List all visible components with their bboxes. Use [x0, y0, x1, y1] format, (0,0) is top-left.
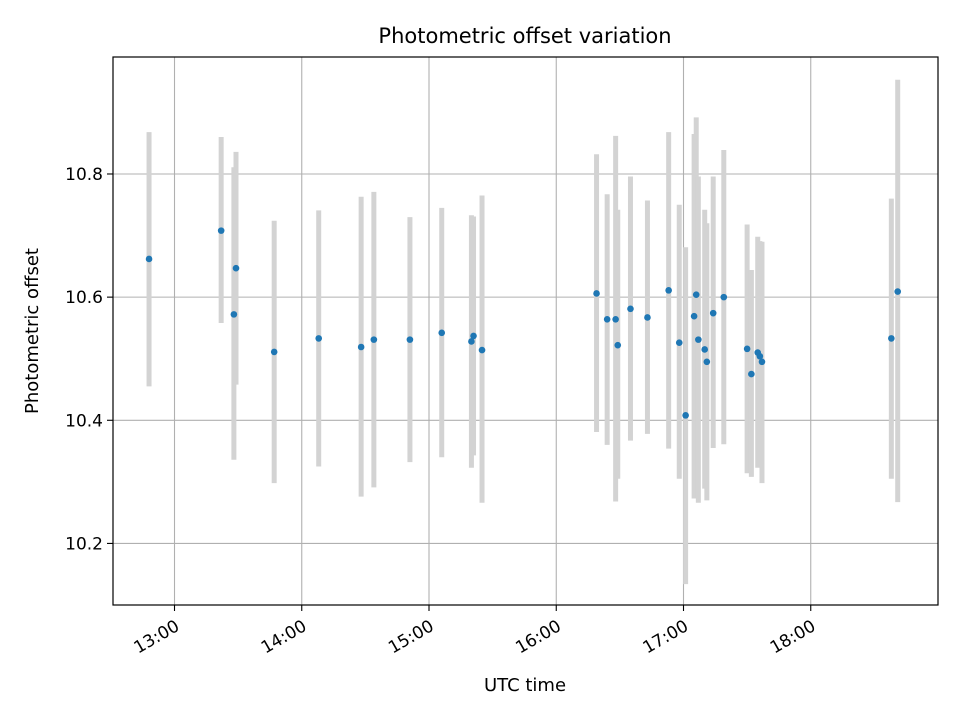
data-point	[470, 332, 477, 340]
data-point	[675, 339, 683, 346]
data-point	[709, 309, 717, 317]
data-point	[370, 336, 378, 343]
data-point	[438, 329, 446, 337]
data-point	[406, 336, 414, 343]
data-point	[627, 305, 634, 313]
data-point	[748, 370, 755, 378]
y-tick-label: 10.4	[65, 411, 103, 431]
data-point	[478, 346, 486, 354]
y-axis: 10.2 10.4 10.6 10.8	[65, 165, 113, 554]
y-axis-title: Photometric offset	[22, 248, 43, 414]
data-points	[145, 227, 902, 419]
data-point	[603, 316, 611, 323]
data-point	[703, 358, 711, 366]
data-point	[468, 338, 475, 345]
data-point	[357, 343, 365, 351]
data-point	[690, 312, 698, 320]
data-point	[315, 335, 323, 342]
data-point	[270, 348, 278, 356]
data-point	[217, 227, 225, 234]
data-point	[695, 336, 702, 343]
chart-title: Photometric offset variation	[378, 24, 671, 48]
data-point	[692, 291, 700, 298]
data-point	[758, 358, 766, 366]
data-point	[720, 293, 728, 301]
data-point	[888, 335, 895, 342]
data-point	[232, 264, 240, 272]
y-tick-label: 10.6	[65, 288, 103, 308]
data-point	[756, 352, 764, 360]
data-point	[614, 341, 622, 349]
data-point	[145, 255, 153, 263]
y-tick-label: 10.2	[65, 534, 103, 554]
data-point	[593, 290, 600, 297]
data-point	[701, 346, 709, 353]
plot-area	[113, 57, 938, 605]
data-point	[612, 316, 619, 323]
plot-frame	[112, 56, 939, 606]
data-point	[743, 345, 751, 353]
x-axis-title: UTC time	[484, 675, 566, 696]
data-point	[665, 287, 672, 294]
grid	[113, 57, 938, 605]
data-point	[230, 311, 238, 318]
y-tick-label: 10.8	[65, 165, 103, 185]
data-point	[644, 314, 651, 321]
data-point	[894, 288, 902, 295]
data-point	[682, 412, 689, 419]
